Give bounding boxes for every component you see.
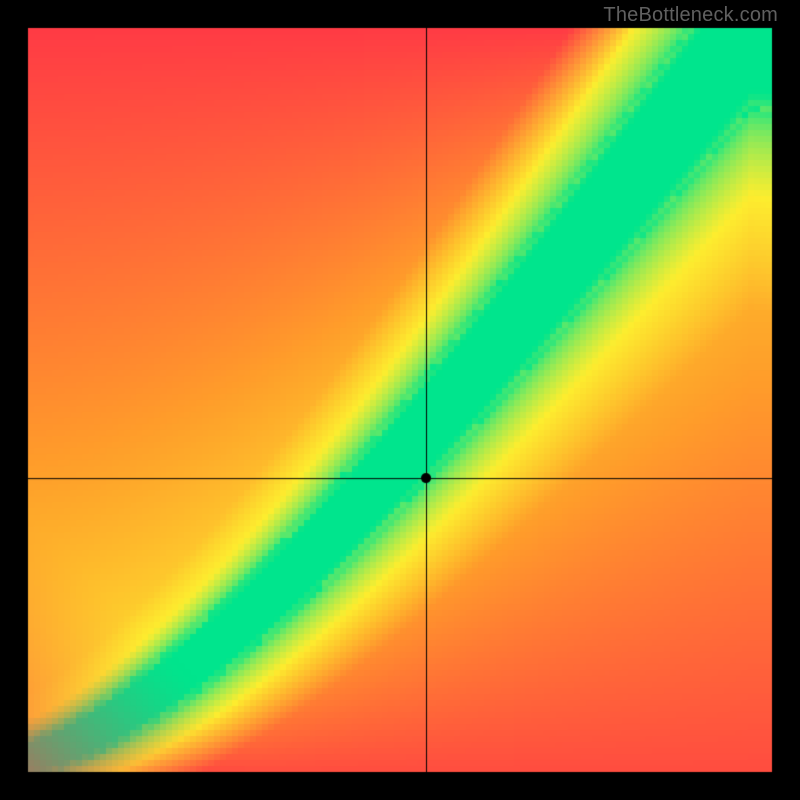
heatmap-canvas [0, 0, 800, 800]
chart-container: TheBottleneck.com [0, 0, 800, 800]
watermark-text: TheBottleneck.com [603, 4, 778, 27]
